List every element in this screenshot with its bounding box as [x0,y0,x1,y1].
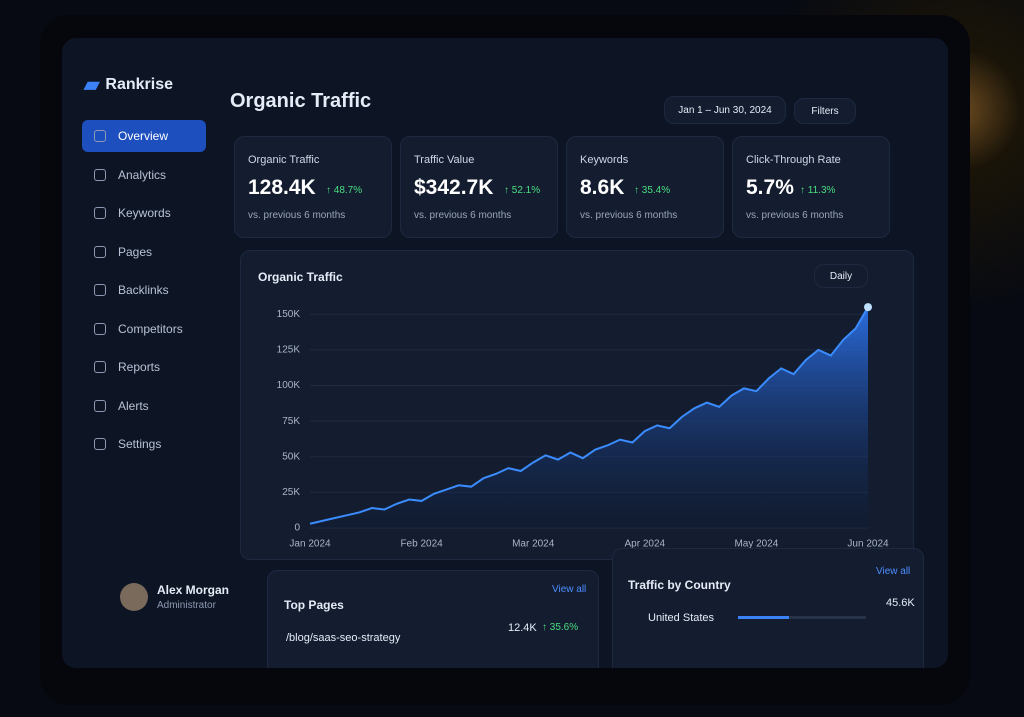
kpi-change: ↑ 48.7% [326,185,363,196]
nav-label: Pages [118,244,153,259]
country-card [612,548,924,668]
brand: ▰ Rankrise [84,74,173,96]
nav-icon [94,399,106,412]
user-role: Administrator [157,600,216,611]
period-select[interactable]: Daily [814,264,868,288]
kpi-value: 5.7% [746,176,794,199]
nav-label: Keywords [118,206,171,220]
nav-icon [94,361,106,373]
nav-item[interactable]: Competitors [82,313,206,345]
view-all-link[interactable]: View all [876,566,911,577]
nav-label: Backlinks [118,283,169,297]
nav-item[interactable]: Settings [82,428,206,460]
kpi-value: 128.4K [248,176,316,199]
nav-item[interactable]: Pages [82,236,206,268]
nav-label: Overview [118,129,169,143]
nav-icon [94,284,106,296]
y-tick-label: 125K [277,345,301,356]
brand-name: Rankrise [105,75,173,93]
x-tick-label: Feb 2024 [400,539,443,550]
nav-item[interactable]: Analytics [82,159,206,191]
nav-label: Analytics [118,167,167,182]
y-tick-label: 100K [277,380,301,391]
kpi-card [732,136,890,238]
nav-item[interactable]: Backlinks [82,274,206,306]
end-point [864,303,872,312]
country-track [738,616,866,619]
traffic-line [309,306,869,525]
date-range[interactable]: Jan 1 – Jun 30, 2024 [664,96,786,124]
page-visits: 12.4K [508,622,537,634]
kpi-value: $342.7K [414,176,494,199]
kpi-value: 8.6K [580,176,625,199]
kpi-label: Organic Traffic [248,154,320,166]
kpi-card [234,136,392,238]
page-path: /blog/saas-seo-strategy [286,632,401,644]
y-tick-label: 75K [282,416,300,427]
kpi-note: vs. previous 6 months [414,210,512,221]
y-tick-label: 50K [282,451,300,462]
country-value: 45.6K [886,597,915,609]
nav-label: Alerts [118,398,149,413]
top-pages-title: Top Pages [284,598,344,612]
nav-label: Competitors [118,321,183,336]
nav-icon [94,245,106,258]
filters-button[interactable]: Filters [794,98,856,124]
kpi-note: vs. previous 6 months [746,210,844,221]
country-title: Traffic by Country [628,578,731,592]
x-tick-label: Mar 2024 [512,539,555,550]
y-tick-label: 0 [294,523,300,534]
kpi-label: Keywords [580,154,629,166]
screen: ▰ Rankrise Alex Morgan Administrator Orga… [62,38,948,668]
page-title: Organic Traffic [230,90,372,112]
nav-icon [94,130,106,142]
kpi-label: Traffic Value [414,154,475,166]
kpi-note: vs. previous 6 months [248,210,346,221]
x-tick-label: Jan 2024 [289,539,331,550]
avatar [120,583,148,611]
nav-icon [94,207,106,219]
view-all-link[interactable]: View all [552,584,587,595]
nav-icon [94,168,106,181]
kpi-label: Click-Through Rate [746,154,841,166]
x-tick-label: Jun 2024 [847,539,889,550]
nav-item[interactable]: Reports [82,351,206,383]
page-change: ↑ 35.6% [542,622,579,633]
y-tick-label: 150K [277,309,301,320]
nav-label: Reports [118,360,161,374]
kpi-note: vs. previous 6 months [580,210,678,221]
kpi-card [400,136,558,238]
chart-title: Organic Traffic [258,270,343,284]
country-name: United States [648,612,715,624]
nav-item[interactable]: Alerts [82,390,206,422]
nav-label: Settings [118,437,162,451]
kpi-change: ↑ 52.1% [504,185,541,196]
traffic-chart: 0 25K 50K 75K 100K 125K 150K Jan 2024 Feb 2024 Ma… [277,303,889,550]
country-bar [738,616,790,619]
x-tick-label: May 2024 [734,539,778,550]
top-pages-card [267,570,599,668]
kpi-card [566,136,724,238]
nav-item[interactable]: Keywords [82,197,206,229]
y-tick-label: 25K [282,487,300,498]
kpi-change: ↑ 11.3% [800,185,836,196]
nav-icon [94,438,106,450]
user-name: Alex Morgan [157,583,230,597]
area-fill [310,307,868,528]
nav-item[interactable]: Overview [82,120,206,152]
x-tick-label: Apr 2024 [625,539,666,550]
nav-icon [94,322,106,335]
kpi-change: ↑ 35.4% [634,185,671,196]
